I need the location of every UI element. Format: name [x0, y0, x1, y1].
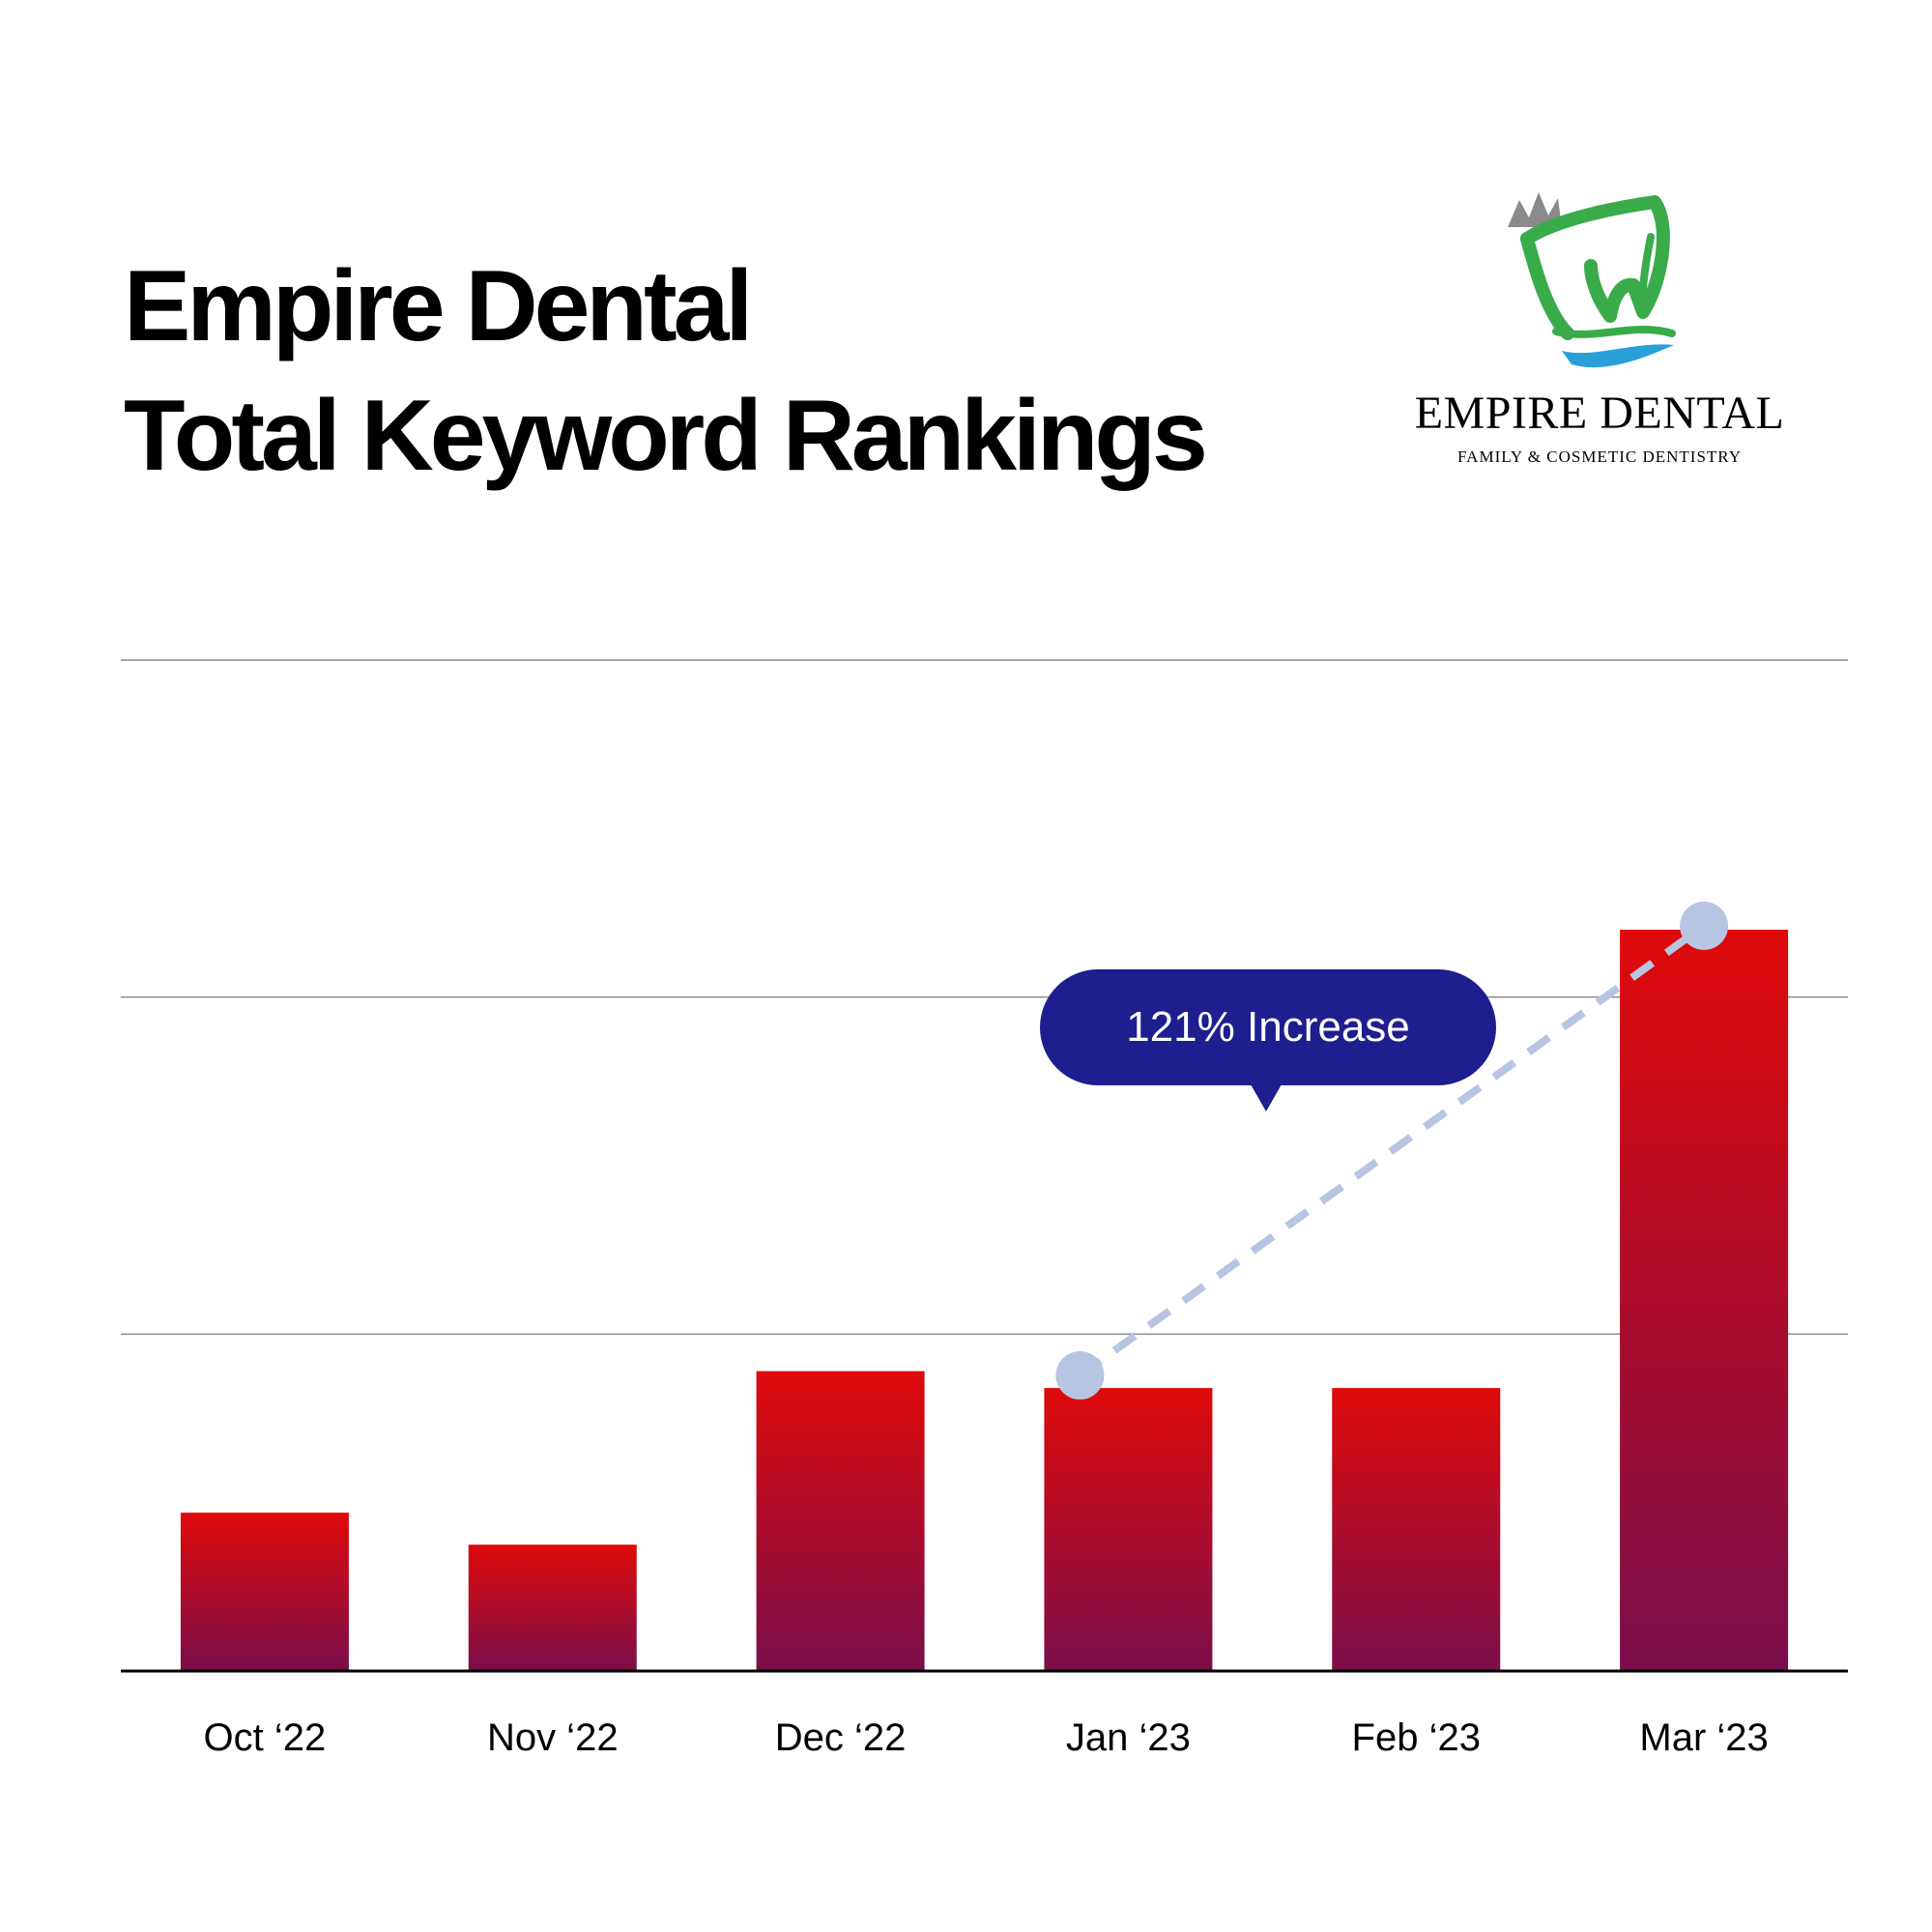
bar: [756, 1370, 925, 1671]
x-tick-label: Oct ‘22: [204, 1716, 327, 1759]
x-tick-label: Nov ‘22: [487, 1716, 619, 1759]
title-line-1: Empire Dental: [124, 250, 753, 362]
tooth-crown-logo-icon: [1508, 192, 1676, 368]
x-tick-label: Jan ‘23: [1066, 1716, 1191, 1759]
trend-start-point: [1055, 1351, 1105, 1400]
trend-annotation: [1055, 901, 1729, 1400]
logo-wordmark: EMPIRE DENTAL: [1414, 388, 1785, 439]
trend-end-point: [1680, 901, 1729, 950]
bars: [180, 929, 1789, 1671]
bar: [1620, 929, 1789, 1671]
logo-tagline: FAMILY & COSMETIC DENTISTRY: [1456, 447, 1742, 466]
bar: [1044, 1388, 1213, 1671]
bar: [1332, 1388, 1501, 1671]
chart-title: Empire Dental Total Keyword Rankings: [124, 242, 1208, 501]
gridlines: [121, 659, 1848, 1336]
x-axis-tick-labels: Oct ‘22 Nov ‘22 Dec ‘22 Jan ‘23 Feb ‘23 Mar ‘…: [204, 1716, 1769, 1759]
empire-dental-logo: EMPIRE DENTAL FAMILY & COSMETIC DENTISTR…: [1392, 188, 1807, 478]
trend-dashed-line: [1078, 922, 1707, 1379]
title-line-2: Total Keyword Rankings: [124, 380, 1208, 492]
bar: [468, 1544, 637, 1671]
x-tick-label: Dec ‘22: [775, 1716, 907, 1759]
x-tick-label: Feb ‘23: [1352, 1716, 1481, 1759]
bar: [180, 1513, 349, 1671]
increase-callout: 121% Increase: [1040, 969, 1496, 1085]
callout-pointer: [1251, 1084, 1282, 1111]
x-tick-label: Mar ‘23: [1639, 1716, 1768, 1759]
